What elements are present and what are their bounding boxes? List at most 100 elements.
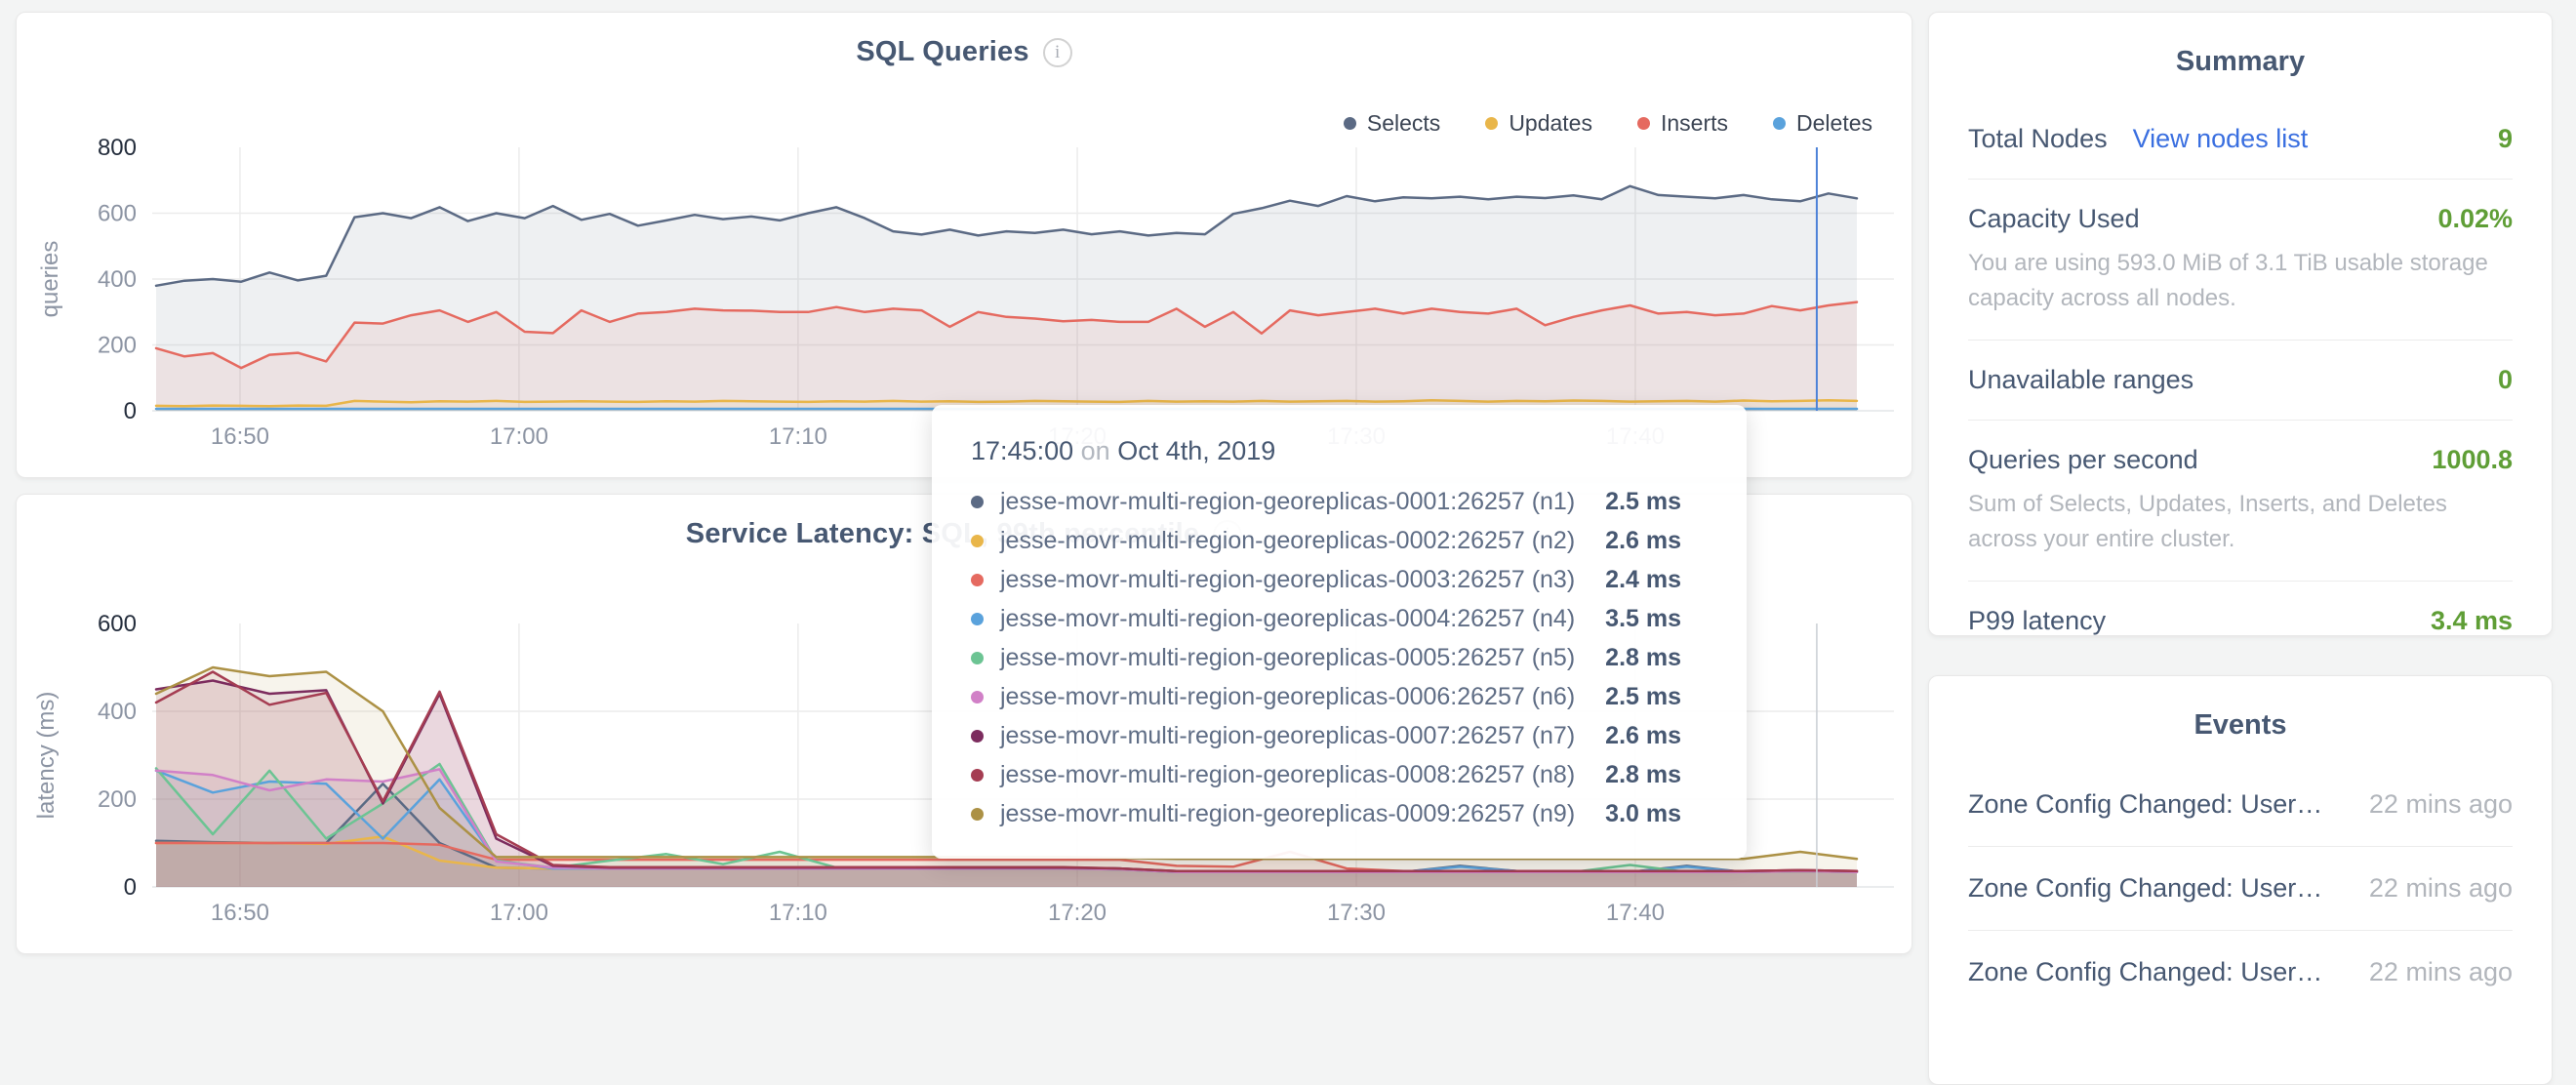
tooltip-connector: on [1080,436,1110,465]
summary-row-unavailable-ranges: Unavailable ranges 0 [1968,341,2513,422]
legend-item-selects[interactable]: Selects [1343,110,1441,137]
legend-dot-icon [1636,117,1650,130]
queries-per-second-value: 1000.8 [2432,445,2513,475]
node-color-dot-icon [971,729,984,743]
view-nodes-list-link[interactable]: View nodes list [2132,124,2309,153]
tooltip-time: 17:45:00 [971,436,1074,465]
legend-item-inserts[interactable]: Inserts [1636,110,1729,137]
x-axis-tick-label: 17:40 [1606,900,1665,926]
node-latency-value: 2.8 ms [1605,760,1682,788]
event-label-link[interactable]: Zone Config Changed: User… [1968,789,2323,819]
node-color-dot-icon [971,807,984,821]
event-row: Zone Config Changed: User… 22 mins ago [1968,931,2513,1014]
events-panel: Events Zone Config Changed: User… 22 mins… [1928,675,2553,1085]
node-name: jesse-movr-multi-region-georeplicas-0006… [1000,682,1576,710]
y-axis-unit-label: latency (ms) [33,692,60,820]
event-row: Zone Config Changed: User… 22 mins ago [1968,847,2513,931]
node-latency-value: 3.5 ms [1605,604,1682,632]
summary-panel-body: Total Nodes View nodes list 9 Capacity U… [1929,100,2552,661]
total-nodes-value: 9 [2497,124,2513,153]
node-latency-value: 3.0 ms [1605,799,1682,827]
series-line-n8 [154,670,1859,873]
node-color-dot-icon [971,534,984,547]
event-time: 22 mins ago [2368,873,2513,903]
tooltip-date: Oct 4th, 2019 [1117,436,1276,465]
node-color-dot-icon [971,690,984,703]
y-axis-unit-label: queries [37,241,63,318]
legend-dot-icon [1773,117,1787,130]
series-area-selects [156,185,1857,411]
sql-queries-chart-title: SQL Queries [856,36,1029,67]
series-area-n2 [156,836,1857,887]
legend-dot-icon [1343,117,1356,130]
y-axis-tick-label: 0 [124,874,137,901]
series-area-n5 [156,764,1857,887]
x-axis-tick-label: 16:50 [211,423,269,450]
node-name: jesse-movr-multi-region-georeplicas-0007… [1000,721,1576,749]
series-line-inserts [154,301,1859,370]
event-label-link[interactable]: Zone Config Changed: User… [1968,873,2323,903]
series-line-selects [154,184,1859,288]
cluster-overview-page: { "sql_chart": { "title": "SQL Queries",… [16,12,2553,1085]
total-nodes-label: Total Nodes [1968,124,2108,153]
queries-per-second-description: Sum of Selects, Updates, Inserts, and De… [1968,491,2447,552]
summary-row-total-nodes: Total Nodes View nodes list 9 [1968,100,2513,180]
series-area-n1 [156,784,1857,887]
tooltip-row: jesse-movr-multi-region-georeplicas-0006… [971,677,1708,716]
y-axis-tick-label: 600 [98,611,137,637]
node-name: jesse-movr-multi-region-georeplicas-0004… [1000,604,1576,632]
event-label-link[interactable]: Zone Config Changed: User… [1968,957,2323,986]
service-latency-chart-plot[interactable]: 600 400 200 0 16:50 17:00 17:10 17:20 17:30 17:40… [17,495,1912,953]
events-panel-title: Events [2194,709,2287,741]
unavailable-ranges-value: 0 [2497,365,2513,395]
legend-item-deletes[interactable]: Deletes [1773,110,1872,137]
node-color-dot-icon [971,651,984,664]
sql-queries-legend: Selects Updates Inserts Deletes [1343,110,1872,137]
event-time: 22 mins ago [2368,957,2513,986]
event-row: Zone Config Changed: User… 22 mins ago [1968,763,2513,847]
y-axis-tick-label: 0 [124,398,137,424]
series-area-n3 [156,843,1857,887]
chart-hover-tooltip: 17:45:00 on Oct 4th, 2019 jesse-movr-mul… [932,405,1747,859]
node-color-dot-icon [971,768,984,782]
node-color-dot-icon [971,495,984,508]
tooltip-row: jesse-movr-multi-region-georeplicas-0001… [971,482,1708,521]
node-name: jesse-movr-multi-region-georeplicas-0008… [1000,760,1576,788]
sql-queries-chart-plot[interactable]: 800600400200016:5017:0017:1017:2017:3017… [17,13,1912,477]
node-color-dot-icon [971,573,984,586]
y-axis-tick-label: 400 [98,699,137,725]
summary-panel-title: Summary [2175,46,2306,77]
node-latency-value: 2.5 ms [1605,682,1682,710]
legend-label: Inserts [1660,110,1729,136]
tooltip-node-list: jesse-movr-multi-region-georeplicas-0001… [971,482,1708,833]
y-axis-tick-label: 600 [98,201,137,227]
node-latency-value: 2.5 ms [1605,487,1682,515]
node-name: jesse-movr-multi-region-georeplicas-0001… [1000,487,1576,515]
series-area-n4 [156,770,1857,887]
sql-queries-chart-card: SQL Queries i Selects Updates Inserts Delet… [16,12,1912,478]
x-axis-tick-label: 17:30 [1327,900,1386,926]
tooltip-row: jesse-movr-multi-region-georeplicas-0005… [971,638,1708,677]
node-latency-value: 2.6 ms [1605,526,1682,554]
p99-latency-label: P99 latency [1968,606,2107,636]
y-axis-tick-label: 200 [98,786,137,813]
tooltip-timestamp: 17:45:00 on Oct 4th, 2019 [971,436,1708,466]
y-axis-tick-label: 400 [98,266,137,293]
tooltip-row: jesse-movr-multi-region-georeplicas-0004… [971,599,1708,638]
legend-item-updates[interactable]: Updates [1485,110,1592,137]
p99-latency-value: 3.4 ms [2430,606,2513,636]
tooltip-row: jesse-movr-multi-region-georeplicas-0009… [971,794,1708,833]
sql-queries-title-row: SQL Queries i [17,36,1912,68]
info-icon[interactable]: i [1042,37,1072,67]
capacity-used-description: You are using 593.0 MiB of 3.1 TiB usabl… [1968,250,2488,311]
node-color-dot-icon [971,612,984,625]
legend-label: Selects [1366,110,1441,136]
capacity-used-value: 0.02% [2437,204,2513,233]
series-area-n7 [156,680,1857,887]
node-name: jesse-movr-multi-region-georeplicas-0003… [1000,565,1576,593]
summary-panel: Summary Total Nodes View nodes list 9 Ca… [1928,12,2553,636]
legend-label: Updates [1509,110,1592,136]
x-axis-tick-label: 17:10 [769,900,827,926]
node-name: jesse-movr-multi-region-georeplicas-0009… [1000,799,1576,827]
unavailable-ranges-label: Unavailable ranges [1968,365,2194,395]
